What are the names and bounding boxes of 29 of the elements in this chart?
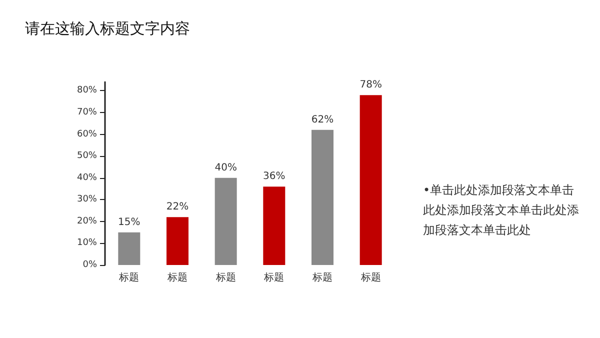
- x-tick-label: 标题: [118, 272, 140, 284]
- text: •单击此处添加段落文本单击此处添加段落文本单击此处添加段落文本单击此处: [423, 183, 579, 237]
- x-tick-label: 标题: [214, 272, 236, 284]
- x-tick-label: 标题: [312, 272, 332, 284]
- x-tick-label: 标题: [263, 272, 284, 284]
- bar: [118, 232, 140, 265]
- y-tick-label: 30%: [76, 194, 98, 205]
- data-label: 36%: [263, 171, 286, 182]
- data-label: 15%: [118, 216, 140, 228]
- y-tick-label: 70%: [76, 108, 98, 118]
- bar: [214, 178, 237, 265]
- y-tick-label: 80%: [76, 86, 98, 96]
- bar: [166, 217, 188, 265]
- data-label: 22%: [166, 202, 189, 213]
- y-tick-label: 60%: [76, 129, 98, 140]
- bar: [312, 130, 334, 265]
- y-tick-label: 0%: [82, 260, 98, 270]
- y-tick-label: 10%: [76, 238, 98, 248]
- x-tick-label: 标题: [166, 272, 188, 284]
- data-label: 62%: [311, 114, 334, 126]
- x-tick-label: 标题: [360, 272, 381, 284]
- data-label: 78%: [360, 80, 382, 91]
- data-label: 40%: [214, 162, 237, 174]
- bar: [360, 95, 382, 265]
- y-tick-label: 40%: [76, 172, 98, 183]
- y-tick-label: 50%: [76, 151, 98, 162]
- bar: [263, 186, 286, 265]
- y-tick-label: 20%: [76, 216, 98, 226]
- chart-title: 请在这输入标题文字内容: [25, 20, 190, 38]
